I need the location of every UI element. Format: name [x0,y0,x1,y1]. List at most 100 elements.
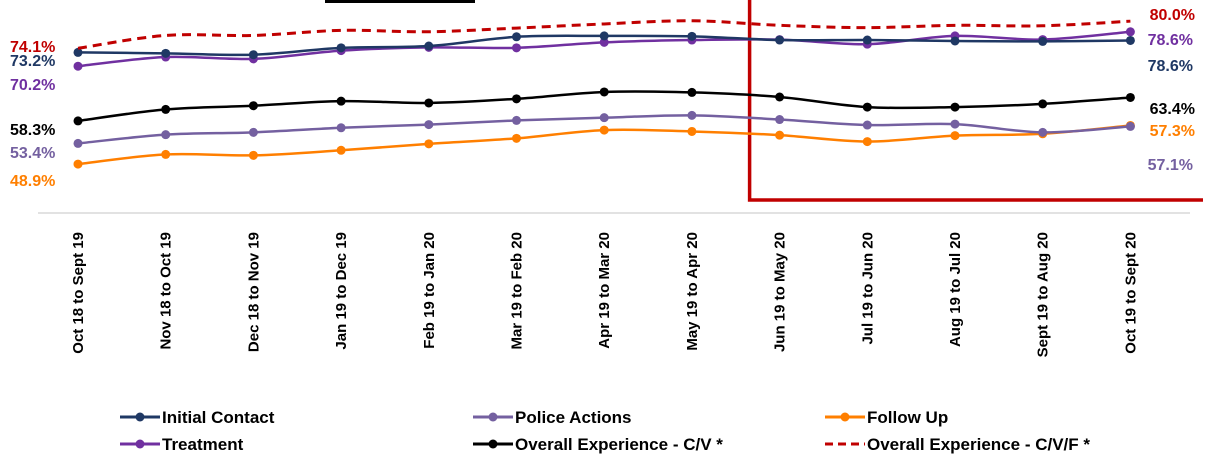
data-point-follow-up-1 [161,149,171,159]
legend-item-follow-up: Follow Up [825,408,948,427]
x-tick-label: Oct 19 to Sept 20 [1122,232,1139,354]
data-point-follow-up-7 [687,126,697,136]
x-tick-label: Jul 19 to Jun 20 [859,232,876,345]
x-tick-label: Oct 18 to Sept 19 [70,232,87,354]
start-label-follow-up: 48.9% [10,173,55,190]
legend-item-police-actions: Police Actions [473,408,632,427]
data-point-initial-contact-9 [862,35,872,45]
data-point-overall-experience-c-v-6 [599,87,609,97]
series-overall-experience-c-v-f [77,19,1131,50]
data-point-initial-contact-11 [1038,36,1048,46]
data-point-overall-experience-c-v-11 [1038,99,1048,109]
data-point-overall-experience-c-v-5 [512,94,521,104]
series-line-overall-experience-c-v-f [77,19,1131,50]
data-point-police-actions-7 [687,110,697,120]
data-point-overall-experience-c-v-4 [424,98,434,108]
x-tick-label: May 19 to Apr 20 [684,232,701,351]
data-point-follow-up-3 [336,145,346,155]
data-point-initial-contact-8 [775,35,785,45]
cropped-title-fragment [325,0,475,3]
x-tick-label: Jun 19 to May 20 [772,232,789,352]
data-point-police-actions-0 [73,138,83,148]
series-initial-contact [73,31,1135,60]
data-point-police-actions-1 [161,130,171,140]
legend-label: Follow Up [867,408,948,427]
data-point-treatment-0 [73,61,83,71]
end-label-police-actions: 57.1% [1148,157,1193,174]
data-point-follow-up-10 [950,131,960,141]
data-point-overall-experience-c-v-3 [336,96,346,106]
legend: Initial Contact Police Actions Follow Up Tr… [120,408,1090,454]
x-tick-label: Apr 19 to Mar 20 [596,232,613,349]
data-point-police-actions-2 [248,127,258,137]
start-label-overall-experience-c-v-f: 74.1% [10,39,55,56]
legend-label: Initial Contact [162,408,275,427]
legend-marker [488,439,498,449]
end-label-treatment: 78.6% [1148,32,1193,49]
legend-label: Police Actions [515,408,632,427]
legend-marker [135,412,145,422]
data-point-overall-experience-c-v-7 [687,87,697,97]
data-point-treatment-6 [599,37,609,47]
data-point-police-actions-10 [950,119,960,129]
legend-item-overall-experience-c-v-f: Overall Experience - C/V/F * [825,435,1090,454]
data-point-police-actions-4 [424,120,434,130]
data-point-initial-contact-4 [424,41,434,51]
data-point-overall-experience-c-v-8 [775,92,785,102]
data-point-initial-contact-10 [950,36,960,46]
data-point-initial-contact-0 [73,47,83,57]
legend-item-treatment: Treatment [120,435,244,454]
start-label-initial-contact: 73.2% [10,53,55,70]
data-point-overall-experience-c-v-1 [161,104,171,114]
end-label-overall-experience-c-v-f: 80.0% [1150,7,1195,24]
x-tick-label: Sept 19 to Aug 20 [1035,232,1052,357]
x-tick-label: Feb 19 to Jan 20 [421,232,438,349]
data-point-police-actions-12 [1125,121,1135,131]
x-tick-label: Jan 19 to Dec 19 [333,232,350,350]
x-tick-labels: Oct 18 to Sept 19 Nov 18 to Oct 19 Dec 18 … [70,232,1139,357]
highlight-box [747,0,1203,202]
data-point-treatment-12 [1125,27,1135,37]
data-point-follow-up-4 [424,139,434,149]
data-point-follow-up-5 [512,133,521,143]
x-tick-label: Nov 18 to Oct 19 [158,232,175,350]
legend-label: Overall Experience - C/V/F * [867,435,1090,454]
data-point-police-actions-3 [336,123,346,133]
start-label-treatment: 70.2% [10,77,55,94]
series-overall-experience-c-v [73,87,1135,126]
label-layer: 74.1% 80.0% 73.2% 78.6% 70.2% 78.6% 58.3% 63.4%… [10,7,1195,190]
data-point-initial-contact-1 [161,48,171,58]
data-point-follow-up-0 [73,159,83,169]
data-point-initial-contact-3 [336,43,346,53]
data-point-treatment-5 [512,43,521,53]
legend-marker [840,412,850,422]
data-point-overall-experience-c-v-2 [248,101,258,111]
data-point-initial-contact-12 [1125,35,1135,45]
data-point-police-actions-9 [862,120,872,130]
x-tick-label: Aug 19 to Jul 20 [947,232,964,347]
data-point-overall-experience-c-v-10 [950,102,960,112]
data-point-overall-experience-c-v-9 [862,102,872,112]
data-point-initial-contact-7 [687,31,697,41]
end-label-follow-up: 57.3% [1150,123,1195,140]
data-point-overall-experience-c-v-0 [73,116,83,126]
legend-label: Treatment [162,435,244,454]
x-tick-label: Mar 19 to Feb 20 [509,232,526,350]
data-point-police-actions-5 [512,115,521,125]
data-point-initial-contact-5 [512,32,521,42]
data-point-police-actions-6 [599,113,609,123]
legend-item-initial-contact: Initial Contact [120,408,275,427]
legend-item-overall-experience-c-v: Overall Experience - C/V * [473,435,723,454]
end-label-overall-experience-c-v: 63.4% [1150,101,1195,118]
legend-marker [135,439,145,449]
data-point-initial-contact-2 [248,50,258,60]
data-point-follow-up-8 [775,130,785,140]
data-point-follow-up-2 [248,150,258,160]
end-label-initial-contact: 78.6% [1148,58,1193,75]
x-tick-label: Dec 18 to Nov 19 [245,232,262,352]
series-layer [73,19,1135,169]
legend-label: Overall Experience - C/V * [515,435,723,454]
series-follow-up [73,120,1135,169]
start-label-overall-experience-c-v: 58.3% [10,122,55,139]
